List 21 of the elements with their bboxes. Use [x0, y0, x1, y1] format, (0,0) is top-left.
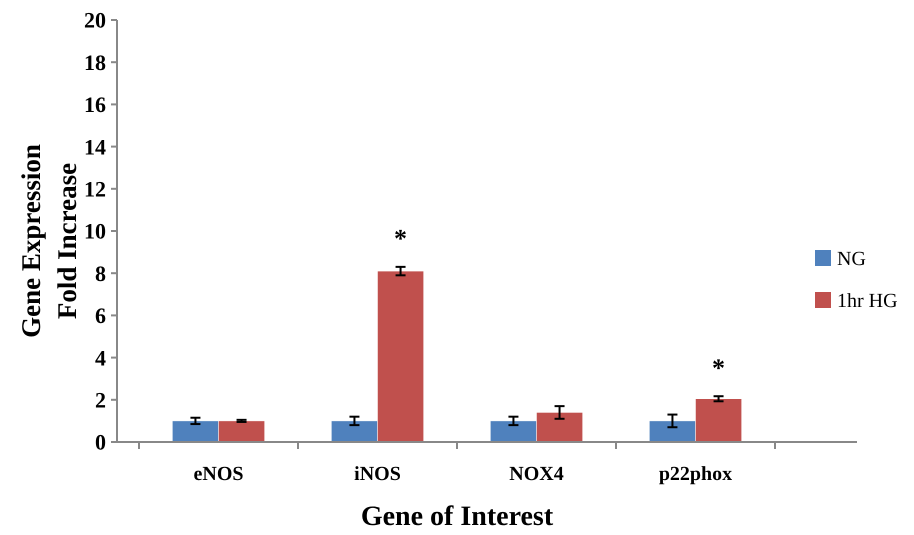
y-tick-label: 4	[95, 345, 106, 370]
x-tick-label: iNOS	[354, 463, 401, 485]
y-tick-label: 6	[95, 303, 106, 328]
legend-label: NG	[837, 248, 866, 270]
y-tick-label: 0	[95, 430, 106, 455]
annotation: *	[712, 353, 726, 382]
x-tick-label: eNOS	[194, 463, 244, 485]
y-tick-label: 10	[84, 218, 106, 244]
x-tick-label: p22phox	[658, 463, 732, 485]
legend-label: 1hr HG	[837, 290, 898, 312]
y-tick-label: 12	[84, 176, 106, 202]
x-axis-title: Gene of Interest	[360, 501, 554, 532]
y-tick-label: 14	[84, 134, 106, 160]
x-tick-label: NOX4	[509, 463, 564, 485]
y-tick-label: 8	[95, 260, 106, 286]
y-tick-label: 2	[95, 388, 106, 412]
annotation: *	[394, 224, 408, 254]
y-tick-label: 16	[84, 92, 106, 118]
y-tick-label: 20	[84, 8, 106, 33]
y-tick-label: 18	[84, 50, 106, 75]
y-axis-title: Gene Expression Fold Increase	[16, 144, 82, 338]
